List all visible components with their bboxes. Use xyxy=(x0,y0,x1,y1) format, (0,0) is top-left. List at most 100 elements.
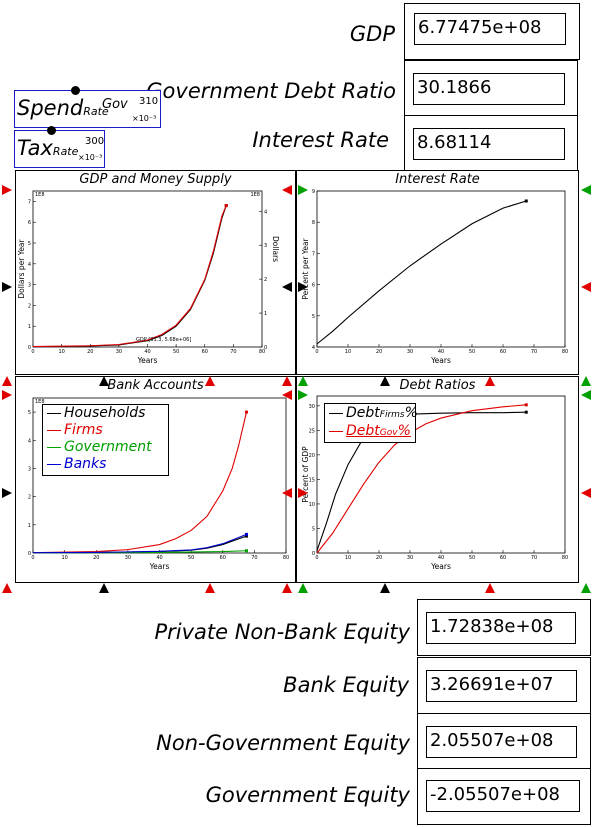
interest-rate-value: 8.68114 xyxy=(413,128,565,160)
y-tick-label: 6 xyxy=(28,220,31,226)
x-tick-label: 60 xyxy=(220,555,226,561)
x-tick-label: 10 xyxy=(58,349,64,355)
x-tick-label: 40 xyxy=(438,555,444,561)
port-arrow-icon xyxy=(99,583,109,593)
port-arrow-icon xyxy=(581,185,591,195)
x-tick-label: 20 xyxy=(93,555,99,561)
x-axis-label: Years xyxy=(137,356,158,365)
government-debt-ratio-value: 30.1866 xyxy=(413,73,565,105)
y-tick-label: 6 xyxy=(312,283,315,289)
legend-label: Government xyxy=(64,439,152,455)
x-tick-label: 30 xyxy=(125,555,131,561)
gdp-money-supply-plot[interactable]: 0 10 20 30 40 50 60 70 80 0 1 2 3 4 5 6 7 1E8 1E8 0 1 2 3 4 Year… xyxy=(15,170,296,375)
spend-rate-gov-slider[interactable]: SpendRate Gov 310 ×10⁻³ xyxy=(14,86,161,128)
slider-value: 310 xyxy=(139,96,159,107)
y-tick-label: 25 xyxy=(309,428,315,434)
x-tick-label: 70 xyxy=(230,349,236,355)
bank-accounts-plot[interactable]: 0 10 20 30 40 50 60 70 80 0 1 2 3 4 5 1E8 Years Bank Acc… xyxy=(15,376,296,583)
y-tick-label: 0 xyxy=(312,551,315,557)
x-tick-label: 30 xyxy=(407,555,413,561)
legend-item: Firms xyxy=(47,422,103,438)
series-end-marker xyxy=(244,534,248,538)
x-tick-label: 10 xyxy=(345,555,351,561)
x-tick-label: 0 xyxy=(315,349,318,355)
x-tick-label: 0 xyxy=(31,555,34,561)
port-arrow-icon xyxy=(282,282,292,292)
tax-rate-slider[interactable]: TaxRate 300 ×10⁻³ xyxy=(14,126,105,168)
legend-item: Households xyxy=(47,405,145,421)
port-arrow-icon xyxy=(282,376,292,386)
y-scale-label: 1E8 xyxy=(35,399,45,405)
x-tick-label: 50 xyxy=(173,349,179,355)
y-tick-label: 2 xyxy=(28,495,31,501)
slider-multiplier: ×10⁻³ xyxy=(78,153,103,162)
plot-title: Interest Rate xyxy=(395,172,480,187)
series-end-marker xyxy=(244,532,248,536)
legend-label: Firms xyxy=(64,422,103,438)
bank-chart-svg: 0 10 20 30 40 50 60 70 80 0 1 2 3 4 5 1E8 Years xyxy=(28,397,289,571)
legend-suffix: % xyxy=(404,405,418,421)
port-arrow-icon xyxy=(485,583,495,593)
y-right-tick-label: 1 xyxy=(264,311,267,317)
non-government-equity-value: 2.05507e+08 xyxy=(426,726,577,758)
x-tick-label: 30 xyxy=(407,349,413,355)
interest-rate-plot[interactable]: 0 10 20 30 40 50 60 70 80 4 5 6 7 8 9 Years Percent per … xyxy=(296,170,579,375)
slider-subscript: Rate xyxy=(83,105,109,118)
port-arrow-icon xyxy=(485,376,495,386)
port-arrow-icon xyxy=(581,583,591,593)
non-government-equity-label: Non-Government Equity xyxy=(156,731,410,755)
x-tick-label: 80 xyxy=(562,555,568,561)
gdp-value: 6.77475e+08 xyxy=(414,13,566,45)
slider-knob[interactable] xyxy=(71,86,80,95)
slider-multiplier: ×10⁻³ xyxy=(132,114,157,123)
legend-item: DebtGov% xyxy=(329,423,411,439)
port-arrow-icon xyxy=(298,376,308,386)
x-tick-label: 40 xyxy=(438,349,444,355)
x-tick-label: 30 xyxy=(116,349,122,355)
y-tick-label: 7 xyxy=(312,251,315,257)
slider-superscript: Gov xyxy=(102,97,128,112)
x-tick-label: 20 xyxy=(376,349,382,355)
port-arrow-icon xyxy=(581,488,591,498)
y-tick-label: 0 xyxy=(28,345,31,351)
y-tick-label: 9 xyxy=(312,189,315,195)
port-arrow-icon xyxy=(282,390,292,400)
series-end-marker xyxy=(224,204,228,208)
series-end-marker xyxy=(524,403,528,407)
interest-chart-svg: 0 10 20 30 40 50 60 70 80 4 5 6 7 8 9 Years Percent per … xyxy=(301,189,568,365)
y-tick-label: 5 xyxy=(28,410,31,416)
government-equity-label: Government Equity xyxy=(205,783,410,807)
y-tick-label: 7 xyxy=(28,199,31,205)
government-equity-value: -2.05507e+08 xyxy=(426,780,580,812)
y-tick-label: 10 xyxy=(309,502,315,508)
gdp-label: GDP xyxy=(349,22,395,46)
y-tick-label: 30 xyxy=(309,404,315,410)
legend-swatch xyxy=(47,463,61,465)
y-tick-label: 4 xyxy=(28,438,31,444)
slider-knob[interactable] xyxy=(47,126,56,135)
series-end-marker xyxy=(524,199,528,203)
port-arrow-icon xyxy=(380,583,390,593)
x-tick-label: 80 xyxy=(259,349,265,355)
debt-ratios-plot[interactable]: 0 10 20 30 40 50 60 70 80 0 5 10 15 20 25 30 Years Percen… xyxy=(296,376,579,583)
debt-legend: DebtFirms% DebtGov% xyxy=(324,403,418,443)
private-non-bank-equity-label: Private Non-Bank Equity xyxy=(154,620,410,644)
y-tick-label: 3 xyxy=(28,283,31,289)
y-right-scale-label: 1E8 xyxy=(250,192,260,198)
port-arrow-icon xyxy=(298,185,308,195)
x-tick-label: 60 xyxy=(202,349,208,355)
y-tick-label: 3 xyxy=(28,466,31,472)
legend-label: Banks xyxy=(64,456,107,472)
port-arrow-icon xyxy=(298,282,308,292)
slider-subscript: Rate xyxy=(52,145,79,158)
x-tick-label: 60 xyxy=(500,349,506,355)
port-arrow-icon xyxy=(298,583,308,593)
y-right-tick-label: 2 xyxy=(264,277,267,283)
legend-item: Government xyxy=(47,439,152,455)
slider-main-text: Tax xyxy=(17,136,53,160)
slider-main-text: Spend xyxy=(17,96,84,120)
port-arrow-icon xyxy=(2,185,12,195)
plot-title: GDP and Money Supply xyxy=(79,172,232,187)
private-non-bank-equity-value: 1.72838e+08 xyxy=(426,612,576,644)
